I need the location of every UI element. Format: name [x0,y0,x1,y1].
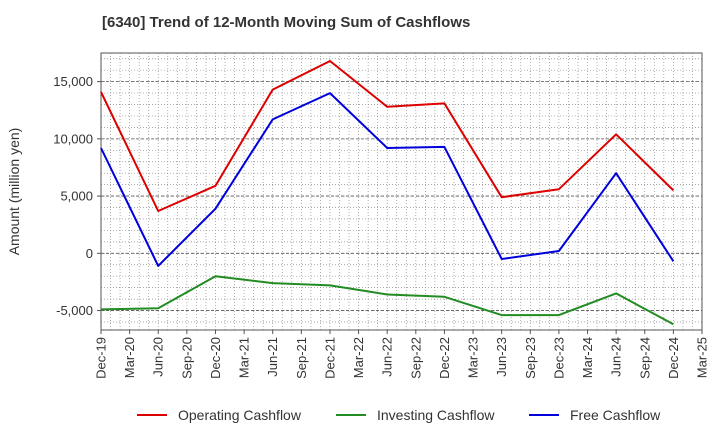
x-tick-label: Jun-23 [494,337,509,377]
y-axis-label: Amount (million yen) [6,128,22,256]
x-tick-label: Dec-24 [666,337,681,379]
series-line-operating-cashflow [100,60,675,212]
x-tick-label: Sep-20 [179,337,194,379]
x-tick-label: Mar-25 [695,337,710,378]
x-tick-label: Jun-22 [380,337,395,377]
x-tick-label: Mar-20 [122,337,137,378]
y-tick-label: 5,000 [60,189,93,204]
x-tick-label: Mar-22 [351,337,366,378]
x-tick-label: Jun-20 [151,337,166,377]
x-tick-label: Sep-23 [523,337,538,379]
x-tick-label: Dec-22 [437,337,452,379]
y-tick-label: 0 [86,246,93,261]
plot-area [101,53,702,330]
x-tick-label: Mar-21 [237,337,252,378]
chart-title: [6340] Trend of 12-Month Moving Sum of C… [102,14,471,31]
x-tick-label: Sep-24 [637,337,652,379]
y-tick-label: -5,000 [56,303,93,318]
x-tick-label: Dec-23 [551,337,566,379]
x-tick-label: Mar-24 [580,337,595,378]
series-line-free-cashflow [100,92,675,267]
legend-label-operating-cashflow: Operating Cashflow [178,407,302,423]
y-tick-label: 15,000 [53,74,93,89]
x-tick-label: Dec-21 [322,337,337,379]
x-tick-label: Dec-20 [208,337,223,379]
x-tick-label: Dec-19 [94,337,109,379]
legend-label-free-cashflow: Free Cashflow [570,407,661,423]
x-tick-label: Jun-24 [609,337,624,377]
y-tick-label: 10,000 [53,131,93,146]
x-tick-label: Jun-21 [265,337,280,377]
series-line-investing-cashflow [100,275,674,326]
x-tick-label: Sep-22 [408,337,423,379]
plot-frame [100,52,703,331]
x-tick-label: Mar-23 [466,337,481,378]
legend-label-investing-cashflow: Investing Cashflow [377,407,495,423]
x-tick-label: Sep-21 [294,337,309,379]
